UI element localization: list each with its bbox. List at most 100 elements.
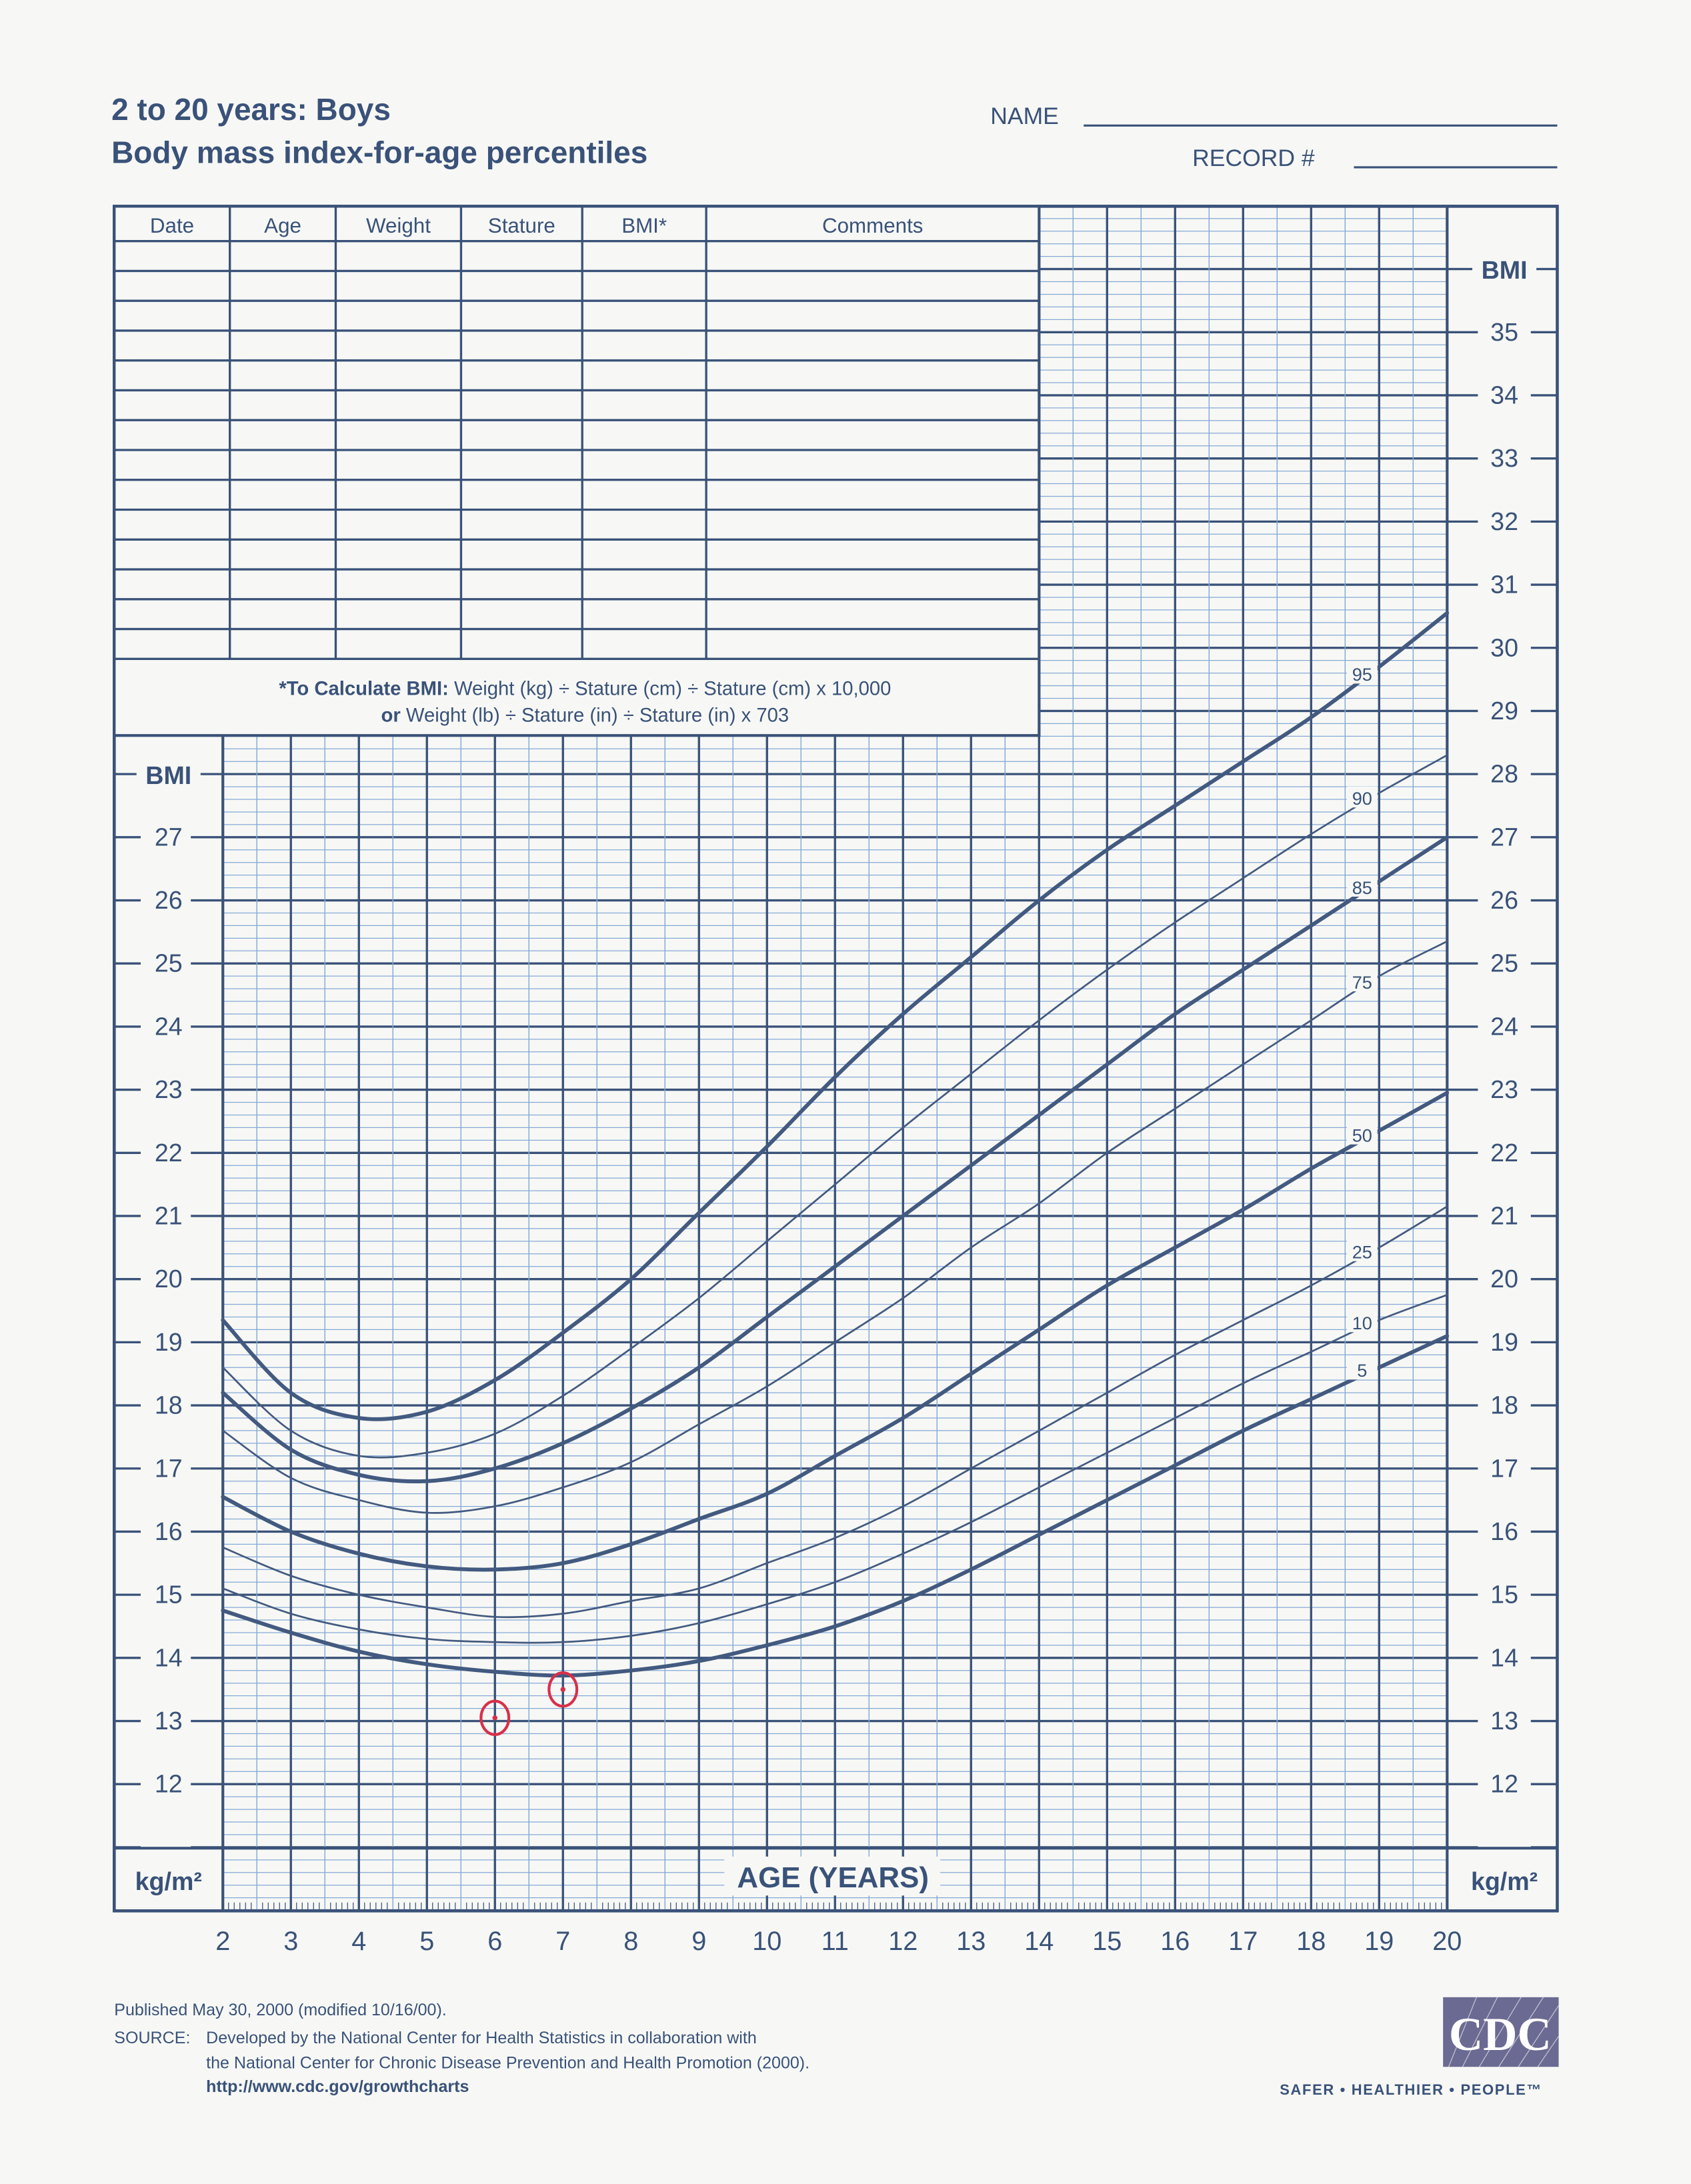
y-title-right: BMI [1482,256,1528,284]
y-tick-left: 22 [155,1139,183,1167]
y-tick-right: 26 [1490,886,1518,914]
y-tick-right: 28 [1490,760,1518,788]
table-header-age: Age [264,214,301,237]
table-header-comments: Comments [822,214,923,237]
table-header-bmi: BMI* [621,214,667,237]
x-tick: 9 [691,1927,706,1956]
percentile-label-bg [1346,663,1378,684]
table-background [113,205,1041,737]
published-note: Published May 30, 2000 (modified 10/16/0… [114,2001,446,2019]
y-tick-right: 16 [1490,1517,1518,1545]
table-header-date: Date [150,214,194,237]
x-tick: 14 [1024,1927,1054,1956]
source-url[interactable]: http://www.cdc.gov/growthcharts [206,2077,469,2096]
source-label: SOURCE: [114,2029,190,2047]
x-tick: 4 [351,1927,366,1956]
table-row [115,302,1038,329]
percentile-label-bg [1346,1359,1378,1380]
y-tick-left: 13 [155,1707,183,1735]
bmi-formula-imperial: or Weight (lb) ÷ Stature (in) ÷ Stature … [381,705,789,726]
plotted-point-circle [547,1671,579,1708]
y-tick-right: 35 [1490,318,1518,346]
y-tick-left: 23 [155,1075,183,1103]
percentile-curves: 95 90 85 75 50 25 10 5 [221,611,1450,1678]
y-title-left: BMI [145,761,191,789]
y-tick-right: 32 [1490,507,1518,535]
percentile-label-90: 90 [1352,788,1372,809]
name-label: NAME [990,103,1059,129]
x-tick: 5 [419,1927,434,1956]
percentile-curve-90 [221,754,1448,1459]
percentile-curve-5 [221,1334,1450,1678]
y-tick-right: 30 [1490,633,1518,661]
x-tick: 20 [1432,1927,1462,1956]
percentile-curve-95 [221,611,1450,1421]
y-tick-left: 17 [155,1454,183,1482]
y-tick-left: 18 [155,1391,183,1419]
percentile-curve-50 [221,1091,1450,1572]
x-tick: 2 [215,1927,230,1956]
table-row [115,601,1038,628]
table-row [115,392,1038,419]
x-tick: 18 [1296,1927,1326,1956]
y-tick-right: 14 [1490,1643,1518,1671]
source-line2: the National Center for Chronic Disease … [206,2053,809,2072]
x-tick: 15 [1092,1927,1122,1956]
table-row [115,511,1038,539]
y-tick-right: 15 [1490,1581,1518,1609]
source-line1: Developed by the National Center for Hea… [206,2029,757,2047]
percentile-curve-10 [221,1294,1448,1644]
percentile-label-50: 50 [1352,1125,1372,1145]
x-tick: 16 [1160,1927,1190,1956]
percentile-label-10: 10 [1352,1313,1372,1333]
x-tick: 7 [555,1927,570,1956]
y-tick-right: 13 [1490,1707,1518,1735]
y-tick-right: 33 [1490,444,1518,472]
y-tick-right: 25 [1490,949,1518,977]
table-row [115,481,1038,509]
y-tick-left: 24 [155,1012,183,1040]
y-tick-right: 22 [1490,1139,1518,1167]
chart-axes: 1213141516171819202122232425262712131415… [135,252,1538,1956]
x-axis-title: AGE (YEARS) [737,1861,929,1894]
y-tick-right: 20 [1490,1265,1518,1293]
table-row [115,272,1038,299]
table-row [115,571,1038,598]
title-line1: 2 to 20 years: Boys [111,92,391,127]
y-tick-right: 23 [1490,1075,1518,1103]
plotted-point-circle [479,1699,511,1736]
percentile-label-bg [1346,1123,1378,1145]
cdc-tagline: SAFER • HEALTHIER • PEOPLE™ [1280,2081,1542,2098]
percentile-label-5: 5 [1357,1360,1367,1381]
y-tick-left: 26 [155,886,183,914]
y-tick-right: 21 [1490,1202,1518,1230]
table-row [115,421,1038,449]
plotted-point-dot [492,1715,498,1721]
y-title-right-bg [1472,252,1537,286]
y-tick-right: 24 [1490,1012,1518,1040]
y-tick-right: 18 [1490,1391,1518,1419]
percentile-label-85: 85 [1352,877,1372,898]
table-header-weight: Weight [366,214,431,237]
unit-box-left [114,1849,222,1910]
y-tick-right: 34 [1490,381,1518,409]
record-table: Date Age Weight Stature BMI* Comments [113,205,1041,737]
x-tick: 17 [1228,1927,1258,1956]
x-tick: 12 [888,1927,918,1956]
right-label-col [1478,207,1531,1847]
unit-box-right [1448,1849,1556,1910]
plotted-point-dot [560,1687,566,1692]
percentile-label-95: 95 [1352,664,1372,685]
table-header-stature: Stature [488,214,555,237]
y-unit-right: kg/m² [1471,1867,1538,1895]
percentile-label-bg [1346,786,1378,808]
y-tick-left: 25 [155,949,183,977]
y-tick-left: 19 [155,1328,183,1356]
x-title-box [724,1856,941,1896]
percentile-curve-85 [221,835,1450,1484]
y-tick-right: 19 [1490,1328,1518,1356]
left-label-col [140,737,191,1847]
table-row [115,541,1038,568]
percentile-label-bg [1346,1311,1378,1333]
